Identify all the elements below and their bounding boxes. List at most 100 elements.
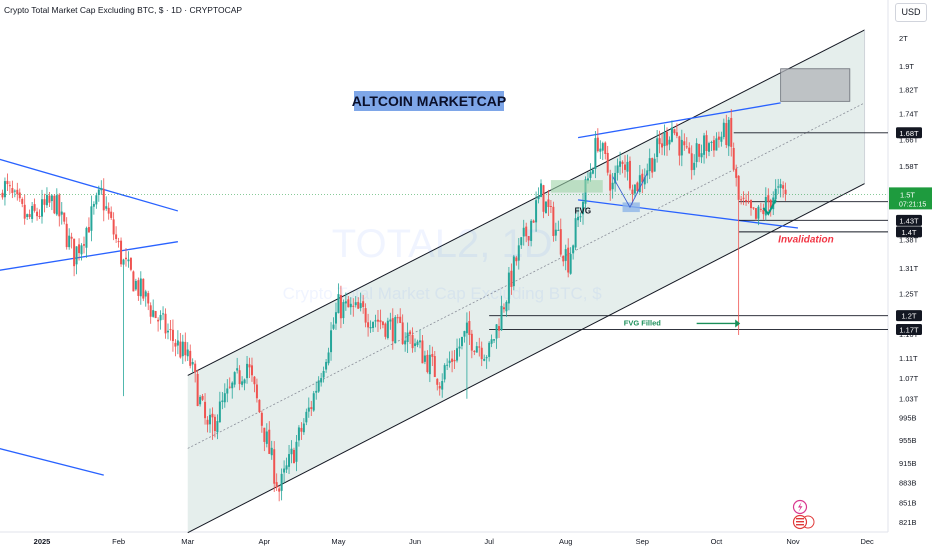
early-support-line bbox=[0, 448, 104, 476]
triangle-upper-line bbox=[0, 158, 179, 212]
candle-body bbox=[372, 322, 375, 328]
candle-body bbox=[636, 182, 639, 192]
candle-body bbox=[638, 175, 641, 192]
candle-body bbox=[767, 195, 770, 202]
candle-body bbox=[164, 313, 167, 334]
x-tick-label: 2025 bbox=[34, 537, 51, 546]
candle-body bbox=[745, 200, 748, 202]
candle-body bbox=[633, 184, 636, 194]
candle-body bbox=[68, 235, 71, 248]
x-tick-label: Nov bbox=[786, 537, 800, 546]
candle-body bbox=[63, 212, 66, 222]
y-tick-label: 1.03T bbox=[899, 395, 919, 404]
candle-body bbox=[199, 396, 202, 405]
candle-body bbox=[189, 350, 192, 366]
candle-body bbox=[567, 247, 570, 273]
candle-body bbox=[31, 205, 34, 219]
level-label-box bbox=[896, 226, 922, 238]
candle-body bbox=[411, 334, 414, 349]
last-price-text: 1.5T bbox=[900, 190, 915, 199]
candle-body bbox=[547, 199, 550, 208]
candle-body bbox=[154, 310, 157, 319]
candle-body bbox=[730, 117, 733, 147]
x-tick-label: Jun bbox=[409, 537, 421, 546]
candle-body bbox=[241, 381, 244, 385]
candle-body bbox=[171, 329, 174, 342]
candle-body bbox=[349, 303, 352, 308]
candle-body bbox=[779, 184, 782, 188]
candle-body bbox=[621, 161, 624, 164]
candle-body bbox=[386, 320, 389, 339]
candle-body bbox=[327, 352, 330, 364]
candle-body bbox=[542, 185, 545, 212]
candle-body bbox=[549, 206, 552, 208]
level-label-box bbox=[896, 310, 922, 322]
candle-body bbox=[275, 482, 278, 488]
candle-body bbox=[712, 140, 715, 151]
x-tick-label: Dec bbox=[860, 537, 874, 546]
candle-body bbox=[48, 195, 51, 203]
y-tick-label: 1.74T bbox=[899, 110, 919, 119]
candle-body bbox=[18, 192, 21, 199]
candle-body bbox=[559, 229, 562, 255]
candle-body bbox=[157, 319, 160, 322]
candle-body bbox=[564, 249, 567, 261]
candle-body bbox=[456, 348, 459, 361]
wedge-lower-line bbox=[577, 199, 799, 229]
candle-body bbox=[127, 259, 130, 262]
candle-body bbox=[688, 147, 691, 154]
candle-body bbox=[344, 301, 347, 304]
candle-body bbox=[717, 136, 720, 140]
candle-body bbox=[500, 305, 503, 331]
candle-body bbox=[295, 441, 298, 462]
candle-body bbox=[115, 234, 118, 240]
candle-body bbox=[82, 244, 85, 246]
candle-body bbox=[670, 127, 673, 142]
candle-body bbox=[448, 360, 451, 364]
y-tick-label: 1.11T bbox=[899, 354, 918, 363]
candle-body bbox=[458, 346, 461, 349]
flag-stripe bbox=[796, 518, 804, 520]
candle-body bbox=[70, 236, 73, 239]
flag-stripe bbox=[796, 521, 804, 523]
candle-body bbox=[75, 246, 78, 265]
candle-body bbox=[414, 343, 417, 347]
candle-body bbox=[505, 301, 508, 312]
candle-body bbox=[144, 291, 147, 297]
channel-upper-line bbox=[187, 29, 865, 376]
candle-body bbox=[641, 173, 644, 183]
candle-body bbox=[522, 227, 525, 237]
candle-body bbox=[80, 245, 83, 255]
candle-body bbox=[480, 347, 483, 360]
candle-body bbox=[206, 419, 209, 425]
candle-body bbox=[740, 199, 743, 201]
currency-button[interactable]: USD bbox=[895, 3, 927, 22]
candle-body bbox=[147, 293, 150, 304]
candle-body bbox=[446, 364, 449, 366]
candle-body bbox=[248, 364, 251, 368]
candle-body bbox=[60, 211, 63, 215]
candle-body bbox=[525, 226, 528, 237]
candle-body bbox=[53, 195, 56, 214]
fvg-label: FVG bbox=[575, 207, 591, 216]
candle-body bbox=[317, 380, 320, 392]
candle-body bbox=[463, 331, 466, 337]
y-tick-label: 1.58T bbox=[899, 162, 919, 171]
candle-body bbox=[191, 362, 194, 365]
candle-body bbox=[552, 206, 555, 236]
candle-body bbox=[579, 216, 582, 218]
candle-body bbox=[315, 390, 318, 393]
candle-body bbox=[337, 294, 340, 314]
candle-body bbox=[58, 194, 61, 217]
candle-body bbox=[722, 122, 725, 138]
candle-body bbox=[510, 270, 513, 287]
candle-body bbox=[310, 407, 313, 410]
chart-title: ALTCOIN MARKETCAP bbox=[352, 93, 507, 109]
candle-body bbox=[374, 320, 377, 322]
candle-body bbox=[678, 136, 681, 156]
candle-body bbox=[406, 332, 409, 343]
candle-body bbox=[391, 318, 394, 342]
candle-body bbox=[693, 162, 696, 170]
y-tick-label: 915B bbox=[899, 459, 917, 468]
